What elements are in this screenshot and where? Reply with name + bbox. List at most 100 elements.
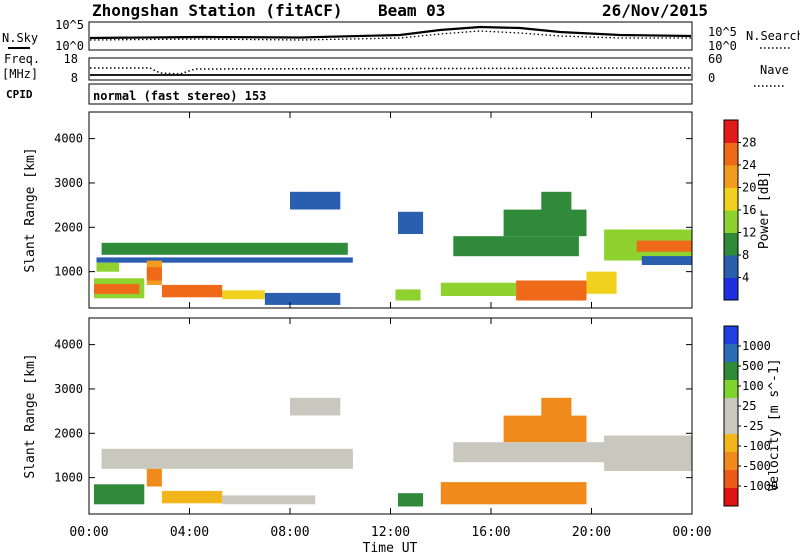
ytick-label: 2000 <box>54 220 83 234</box>
freq-label-2: [MHz] <box>2 67 38 81</box>
colorbar-segment <box>724 142 738 166</box>
ytick-label: 3000 <box>54 382 83 396</box>
nsearch-label: N.Search <box>746 29 800 43</box>
colorbar-tick-label: -100 <box>742 439 771 453</box>
nave-label: Nave <box>760 63 789 77</box>
scatter-block <box>161 284 223 298</box>
scatter-block <box>290 397 341 416</box>
scatter-block <box>94 284 140 294</box>
nave-tick-bottom: 0 <box>708 71 715 85</box>
colorbar-segment <box>724 277 738 301</box>
colorbar-segment <box>724 326 738 345</box>
colorbar-tick-label: 4 <box>742 271 749 285</box>
velocity-panel-frame <box>88 317 693 515</box>
noise-tick-right-top: 10^5 <box>708 25 737 39</box>
colorbar-segment <box>724 120 738 143</box>
xtick-label: 08:00 <box>270 525 309 540</box>
noise-tick-left-bottom: 10^0 <box>55 39 84 53</box>
colorbar-segment <box>724 232 738 256</box>
xtick-label: 04:00 <box>170 525 209 540</box>
colorbar-tick-label: 8 <box>742 248 749 262</box>
scatter-block <box>101 242 177 255</box>
nsky-label: N.Sky <box>2 31 38 45</box>
colorbar-segment <box>724 434 738 453</box>
noise-tick-left-top: 10^5 <box>55 18 84 32</box>
scatter-block <box>94 484 145 505</box>
colorbar-segment <box>724 488 738 507</box>
xtick-label: 00:00 <box>672 525 711 540</box>
scatter-block <box>96 262 120 272</box>
scatter-block <box>503 415 587 443</box>
colorbar-tick-label: -1000 <box>742 479 778 493</box>
xtick-label: 16:00 <box>471 525 510 540</box>
cpid-strip: CPID normal (fast stereo) 153 <box>6 83 693 105</box>
nsky-trace <box>89 25 692 40</box>
colorbar-segment <box>724 416 738 435</box>
scatter-block <box>398 211 424 234</box>
noise-tick-right-bottom: 10^0 <box>708 39 737 53</box>
freq-strip-frame <box>88 57 693 81</box>
scatter-block <box>541 397 572 420</box>
ytick-label: 1000 <box>54 265 83 279</box>
colorbar-segment <box>724 362 738 381</box>
velocity-panel: 1000 2000 3000 4000 <box>54 317 693 515</box>
scatter-block <box>440 482 587 505</box>
colorbar-tick-label: 12 <box>742 226 756 240</box>
date-label: 26/Nov/2015 <box>602 1 708 20</box>
colorbar-tick-label: 25 <box>742 399 756 413</box>
colorbar-tick-label: 28 <box>742 136 756 150</box>
noise-strip: N.Sky N.Search 10^5 10^0 10^5 10^0 <box>2 18 800 53</box>
scatter-block <box>516 280 587 301</box>
freq-strip: Freq. [MHz] 18 8 60 0 Nave <box>2 52 789 87</box>
ytick-label: 4000 <box>54 132 83 146</box>
power-ylabel: Slant Range [km] <box>23 147 38 272</box>
time-axis: 00:00 04:00 08:00 12:00 16:00 20:00 00:00 <box>69 112 712 540</box>
colorbar-tick-label: 100 <box>742 379 764 393</box>
colorbar-segment <box>724 210 738 233</box>
colorbar-segment <box>724 470 738 489</box>
power-colorbar-label: Power [dB] <box>757 171 772 249</box>
scatter-block <box>146 267 162 281</box>
noise-strip-frame <box>88 21 693 51</box>
power-panel: 1000 2000 3000 4000 <box>54 111 693 309</box>
colorbar-segment <box>724 344 738 363</box>
xtick-label: 20:00 <box>572 525 611 540</box>
xtick-label: 12:00 <box>371 525 410 540</box>
beam-label: Beam 03 <box>378 1 445 20</box>
cpid-label: CPID <box>6 88 33 101</box>
scatter-block <box>440 282 517 296</box>
nave-trace <box>90 67 692 75</box>
scatter-block <box>222 290 265 300</box>
colorbar-tick-label: 16 <box>742 203 756 217</box>
scatter-block <box>264 292 341 305</box>
freq-tick-top: 18 <box>64 52 78 66</box>
velocity-ylabel: Slant Range [km] <box>23 353 38 478</box>
scatter-block <box>146 468 162 487</box>
scatter-block <box>395 289 421 301</box>
scatter-block <box>636 240 692 252</box>
colorbar-tick-label: 500 <box>742 359 764 373</box>
nave-tick-top: 60 <box>708 52 722 66</box>
scatter-block <box>161 490 223 504</box>
velocity-colorbar-label: Velocity [m s^-1] <box>767 358 782 491</box>
freq-label-1: Freq. <box>4 52 40 66</box>
colorbar-tick-label: 24 <box>742 158 756 172</box>
cpid-strip-frame <box>88 83 693 105</box>
power-colorbar: 4 8 12 16 20 24 28 <box>723 119 756 301</box>
colorbar-tick-label: -500 <box>742 459 771 473</box>
xlabel: Time UT <box>363 541 418 554</box>
colorbar-segment <box>724 255 738 278</box>
xtick-label: 00:00 <box>69 525 108 540</box>
colorbar-tick-label: 1000 <box>742 339 771 353</box>
scatter-block <box>222 495 316 505</box>
ytick-label: 2000 <box>54 426 83 440</box>
scatter-block <box>641 256 693 265</box>
colorbar-segment <box>724 380 738 399</box>
ytick-label: 4000 <box>54 338 83 352</box>
colorbar-frame <box>723 325 739 507</box>
colorbar-segment <box>724 165 738 188</box>
colorbar-segment <box>724 398 738 417</box>
scatter-block <box>96 257 353 263</box>
cpid-value: normal (fast stereo) 153 <box>93 89 266 103</box>
